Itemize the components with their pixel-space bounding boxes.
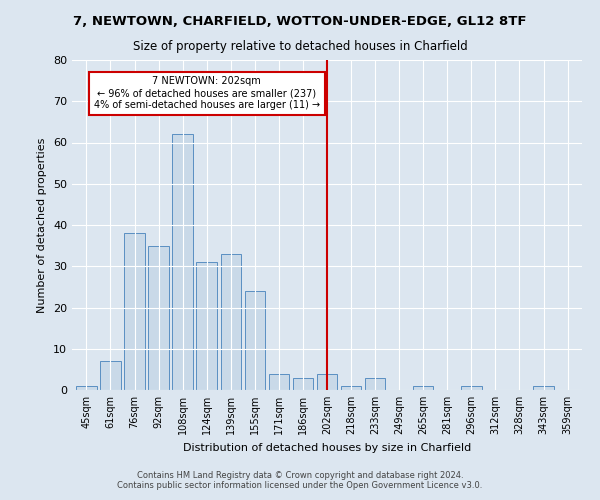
Bar [341, 386, 361, 390]
Bar [172, 134, 193, 390]
Bar [317, 374, 337, 390]
Text: Contains HM Land Registry data © Crown copyright and database right 2024.
Contai: Contains HM Land Registry data © Crown c… [118, 470, 482, 490]
Text: 7 NEWTOWN: 202sqm
← 96% of detached houses are smaller (237)
4% of semi-detached: 7 NEWTOWN: 202sqm ← 96% of detached hous… [94, 76, 320, 110]
Bar [245, 291, 265, 390]
Text: Size of property relative to detached houses in Charfield: Size of property relative to detached ho… [133, 40, 467, 53]
Bar [269, 374, 289, 390]
Bar [221, 254, 241, 390]
Bar [76, 386, 97, 390]
Bar [365, 378, 385, 390]
Bar [461, 386, 482, 390]
Bar [293, 378, 313, 390]
Bar [413, 386, 433, 390]
Bar [148, 246, 169, 390]
Bar [100, 361, 121, 390]
Bar [533, 386, 554, 390]
X-axis label: Distribution of detached houses by size in Charfield: Distribution of detached houses by size … [183, 442, 471, 452]
Y-axis label: Number of detached properties: Number of detached properties [37, 138, 47, 312]
Text: 7, NEWTOWN, CHARFIELD, WOTTON-UNDER-EDGE, GL12 8TF: 7, NEWTOWN, CHARFIELD, WOTTON-UNDER-EDGE… [73, 15, 527, 28]
Bar [124, 233, 145, 390]
Bar [196, 262, 217, 390]
